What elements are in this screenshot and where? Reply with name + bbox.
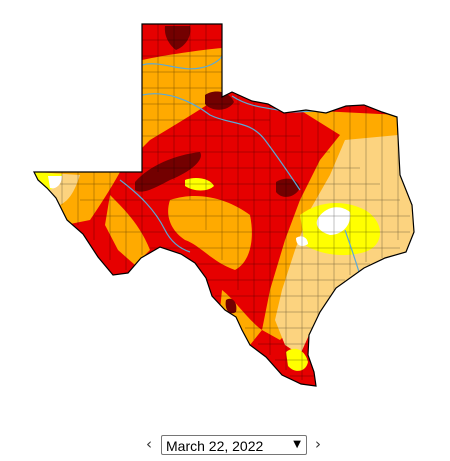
drought-areas bbox=[34, 24, 414, 386]
no-drought-area bbox=[316, 207, 351, 235]
chevron-down-icon: ▼ bbox=[293, 439, 301, 450]
d2-area bbox=[105, 195, 150, 265]
no-drought-area bbox=[48, 176, 62, 189]
d4-area bbox=[135, 152, 201, 192]
selected-date-label: March 22, 2022 bbox=[166, 438, 264, 454]
county-grid bbox=[34, 24, 410, 380]
d2-area bbox=[168, 195, 252, 270]
date-select-dropdown[interactable]: March 22, 2022 ▼ bbox=[161, 435, 307, 455]
d4-area bbox=[205, 91, 234, 110]
d4-area bbox=[276, 178, 300, 197]
previous-date-arrow-icon[interactable]: ‹ bbox=[146, 435, 152, 453]
d4-area bbox=[164, 26, 191, 50]
d0-area bbox=[185, 178, 214, 191]
texas-outline bbox=[33, 23, 415, 387]
next-date-arrow-icon[interactable]: › bbox=[315, 435, 321, 453]
d4-area bbox=[225, 298, 237, 314]
date-navigator: ‹ March 22, 2022 ▼ › bbox=[0, 432, 450, 458]
drought-map bbox=[33, 23, 415, 387]
